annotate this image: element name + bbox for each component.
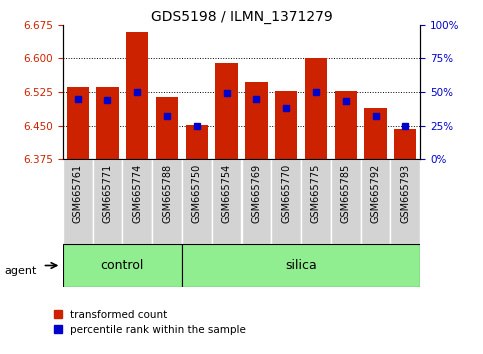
Bar: [364, 108, 387, 159]
Bar: [361, 159, 390, 244]
Bar: [63, 159, 93, 244]
Bar: [182, 159, 212, 244]
Title: GDS5198 / ILMN_1371279: GDS5198 / ILMN_1371279: [151, 10, 332, 24]
Text: GSM665774: GSM665774: [132, 164, 142, 223]
Text: agent: agent: [5, 266, 37, 276]
Text: GSM665754: GSM665754: [222, 164, 232, 223]
Text: GSM665793: GSM665793: [400, 164, 411, 223]
Bar: [182, 244, 420, 287]
Text: silica: silica: [285, 259, 317, 272]
Text: GSM665775: GSM665775: [311, 164, 321, 223]
Bar: [242, 159, 271, 244]
Text: GSM665761: GSM665761: [72, 164, 83, 223]
Bar: [96, 87, 119, 159]
Bar: [126, 32, 148, 159]
Bar: [152, 159, 182, 244]
Text: control: control: [100, 259, 144, 272]
Text: GSM665771: GSM665771: [102, 164, 113, 223]
Bar: [245, 82, 268, 159]
Legend: transformed count, percentile rank within the sample: transformed count, percentile rank withi…: [54, 309, 246, 335]
Bar: [93, 159, 122, 244]
Bar: [67, 87, 89, 159]
Bar: [63, 244, 182, 287]
Bar: [271, 159, 301, 244]
Text: GSM665788: GSM665788: [162, 164, 172, 223]
Bar: [335, 91, 357, 159]
Bar: [390, 159, 420, 244]
Bar: [122, 159, 152, 244]
Text: GSM665792: GSM665792: [370, 164, 381, 223]
Text: GSM665785: GSM665785: [341, 164, 351, 223]
Bar: [305, 57, 327, 159]
Bar: [215, 63, 238, 159]
Bar: [185, 125, 208, 159]
Bar: [394, 129, 416, 159]
Bar: [331, 159, 361, 244]
Bar: [301, 159, 331, 244]
Text: GSM665769: GSM665769: [251, 164, 261, 223]
Text: GSM665750: GSM665750: [192, 164, 202, 223]
Bar: [275, 91, 298, 159]
Bar: [156, 97, 178, 159]
Bar: [212, 159, 242, 244]
Text: GSM665770: GSM665770: [281, 164, 291, 223]
